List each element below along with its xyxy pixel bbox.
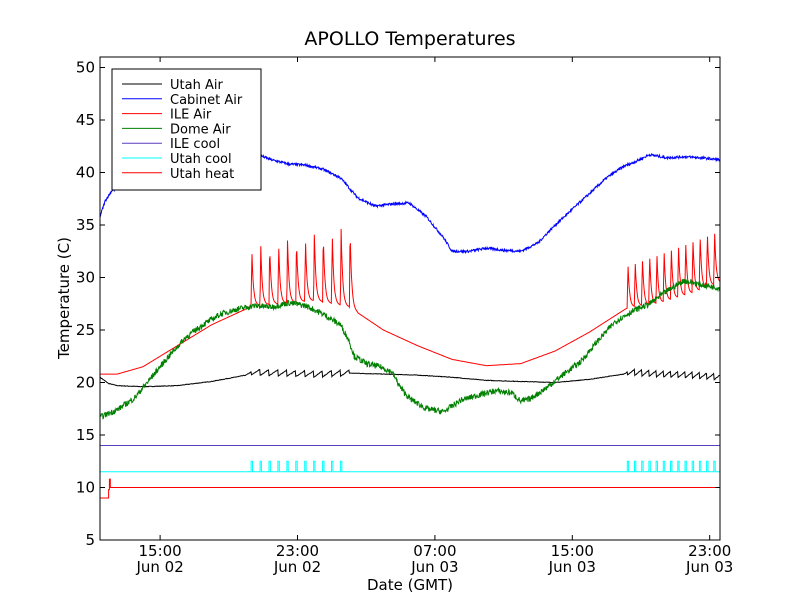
legend-label-cabinet-air: Cabinet Air [170,93,243,108]
x-axis-label: Date (GMT) [367,576,453,594]
y-tick-label: 15 [76,426,95,444]
series-line-utah-air [99,367,721,388]
x-tick-time-label: 15:00 [138,542,181,560]
legend-label-ile-air: ILE Air [170,108,212,123]
legend-label-utah-heat: Utah heat [170,167,234,182]
y-tick-label: 40 [76,164,95,182]
series-line-utah-heat [100,478,720,499]
series-line-ile-air [100,228,721,375]
chart-title: APOLLO Temperatures [304,28,515,50]
y-tick-label: 25 [76,321,95,339]
y-tick-label: 20 [76,374,95,392]
y-tick-label: 10 [76,479,95,497]
x-tick-date-label: Jun 02 [273,558,321,576]
x-tick-time-label: 15:00 [551,542,594,560]
legend-box [111,68,262,191]
x-tick-time-label: 23:00 [688,542,731,560]
x-tick-date-label: Jun 02 [135,558,183,576]
x-tick-time-label: 23:00 [276,542,319,560]
y-axis-label: Temperature (C) [55,237,73,360]
y-tick-label: 30 [76,269,95,287]
x-tick-date-label: Jun 03 [410,558,458,576]
y-tick-label: 50 [76,59,95,77]
y-tick-label: 35 [76,216,95,234]
legend-label-utah-cool: Utah cool [170,152,232,167]
x-tick-date-label: Jun 03 [685,558,733,576]
y-tick-label: 45 [76,111,95,129]
legend-label-dome-air: Dome Air [170,122,231,137]
legend-label-ile-cool: ILE cool [170,137,220,152]
plot-frame [99,56,721,541]
y-tick-label: 5 [85,531,95,549]
x-tick-date-label: Jun 03 [548,558,596,576]
x-tick-time-label: 07:00 [413,542,456,560]
series-line-dome-air [99,278,721,420]
series-line-utah-cool [100,460,720,473]
legend-label-utah-air: Utah Air [170,78,223,93]
